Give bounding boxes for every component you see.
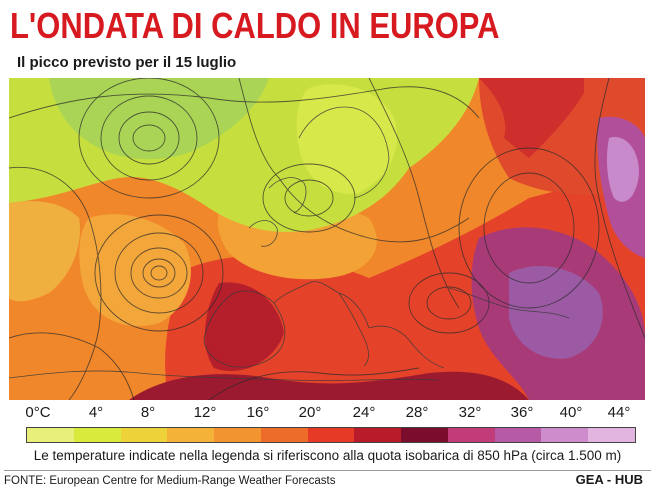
legend-tick-20: 20° [298, 404, 322, 421]
legend-tick-4: 4° [88, 404, 104, 421]
legend-tick-44: 44° [607, 404, 631, 421]
legend-swatch [541, 428, 589, 442]
legend-swatch [307, 428, 355, 442]
legend-swatch [120, 428, 168, 442]
legend-ticks: 0°C 4° 8° 12° 16° 20° 24° 28° 32° 36° 40… [9, 400, 645, 426]
hot-zone-russia [479, 78, 584, 158]
legend-swatch [354, 428, 402, 442]
isobars [9, 78, 645, 400]
agency-credit: GEA - HUB [575, 472, 643, 487]
legend-swatch [401, 428, 448, 442]
legend-color-bar [26, 427, 636, 443]
legend-tick-12: 12° [193, 404, 217, 421]
temperature-map [9, 78, 645, 400]
legend-note: Le temperature indicate nella legenda si… [33, 448, 622, 463]
footer-divider [4, 470, 651, 471]
page-title: L'ONDATA DI CALDO IN EUROPA [10, 5, 500, 46]
warm-zone-nw-band [9, 201, 80, 302]
legend-tick-40: 40° [559, 404, 583, 421]
legend-swatch [588, 428, 635, 442]
legend-tick-8: 8° [140, 404, 156, 421]
legend-swatch [27, 428, 74, 442]
very-hot-zone-east-inner [509, 265, 603, 359]
legend-swatch [73, 428, 121, 442]
legend-tick-16: 16° [246, 404, 270, 421]
legend-swatch [167, 428, 215, 442]
cool-zone-scandinavia [296, 84, 398, 194]
legend-tick-0: 0°C [25, 404, 51, 421]
legend-tick-36: 36° [510, 404, 534, 421]
hot-zone-iberia [204, 282, 284, 372]
legend-swatch [214, 428, 261, 442]
legend-tick-24: 24° [352, 404, 376, 421]
legend-tick-28: 28° [405, 404, 429, 421]
legend-swatch [447, 428, 495, 442]
legend-tick-32: 32° [458, 404, 482, 421]
page-subtitle: Il picco previsto per il 15 luglio [17, 54, 237, 71]
extreme-zone-patch [606, 137, 639, 202]
hot-zone-africa [129, 371, 529, 400]
source-credit: FONTE: European Centre for Medium-Range … [4, 475, 336, 487]
legend-swatch [494, 428, 542, 442]
legend-swatch [260, 428, 308, 442]
cool-zone-greenland [49, 78, 269, 160]
